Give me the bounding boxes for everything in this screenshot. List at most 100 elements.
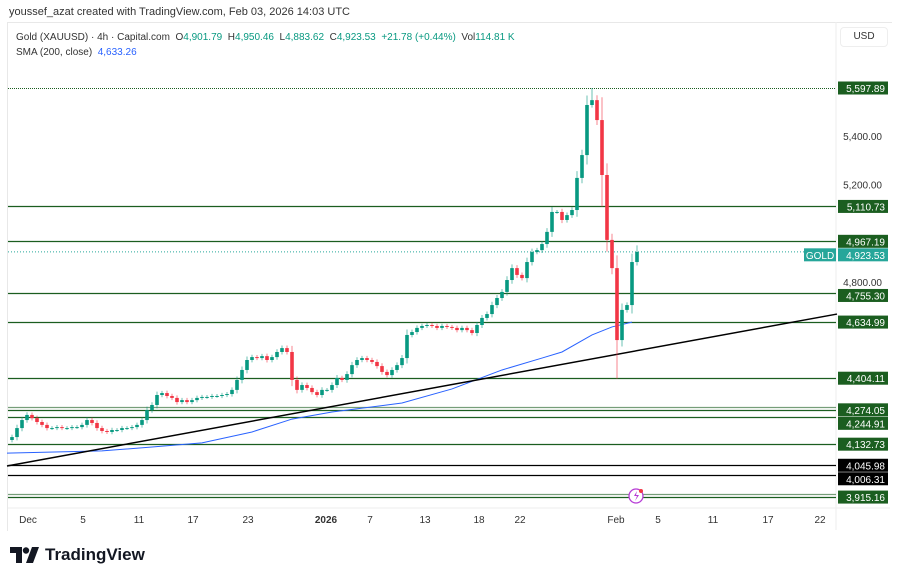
- price-level-label: 5,110.73: [847, 202, 886, 213]
- symbol-label[interactable]: Gold (XAUUSD) · 4h · Capital.com: [16, 32, 170, 43]
- candle-body: [15, 428, 19, 438]
- candle-body: [620, 309, 624, 341]
- price-level-label: 4,274.05: [846, 406, 885, 417]
- candle-body: [270, 357, 274, 361]
- candle-body: [40, 421, 44, 425]
- candle-body: [285, 348, 289, 352]
- price-level-label: 4,006.31: [846, 475, 885, 486]
- candle-body: [95, 422, 99, 429]
- candle-body: [75, 427, 79, 429]
- time-tick-label: Feb: [607, 515, 625, 526]
- candle-body: [565, 215, 569, 220]
- candle-body: [545, 231, 549, 245]
- candle-body: [30, 414, 34, 419]
- time-tick-label: 2026: [315, 515, 338, 526]
- candle-body: [560, 211, 564, 220]
- candle-body: [55, 427, 59, 429]
- candle-body: [405, 334, 409, 359]
- candle-body: [465, 327, 469, 331]
- candle-body: [605, 175, 609, 240]
- time-tick-label: 11: [134, 515, 145, 526]
- close-label: C: [329, 32, 337, 43]
- event-dot: [639, 489, 643, 493]
- candle-body: [365, 358, 369, 361]
- sma-label[interactable]: SMA (200, close): [16, 47, 93, 58]
- currency-button[interactable]: USD: [840, 27, 888, 47]
- candle-body: [430, 324, 434, 326]
- last-price-label: 4,923.53: [846, 251, 885, 262]
- price-level-label-bg: [838, 81, 888, 95]
- price-level-label-bg: [838, 472, 888, 486]
- price-level-label: 4,045.98: [846, 461, 885, 472]
- time-tick-label: 5: [655, 515, 661, 526]
- candle-body: [390, 369, 394, 376]
- candle-body: [175, 397, 179, 403]
- candle-body: [45, 424, 49, 429]
- symbol-tag: GOLD: [806, 251, 834, 262]
- candle-body: [480, 317, 484, 325]
- price-tick-label: 5,400.00: [843, 132, 882, 143]
- candle-body: [260, 356, 264, 359]
- candle-body: [475, 324, 479, 334]
- candle-body: [195, 397, 199, 401]
- candle-body: [630, 262, 634, 306]
- candle-body: [280, 348, 284, 352]
- candle-body: [165, 393, 169, 396]
- candle-body: [60, 427, 64, 429]
- brand-name: TradingView: [45, 545, 145, 564]
- time-tick-label: 17: [187, 515, 199, 526]
- candle-body: [375, 361, 379, 367]
- tradingview-logo[interactable]: TradingView: [10, 545, 145, 565]
- candle-body: [220, 395, 224, 397]
- candle-body: [300, 385, 304, 390]
- price-level-label: 4,634.99: [846, 318, 885, 329]
- price-level-label: 3,915.16: [846, 493, 885, 504]
- candle-body: [330, 385, 334, 390]
- candle-body: [190, 400, 194, 403]
- candle-body: [460, 327, 464, 331]
- high-value: 4,950.46: [235, 32, 274, 43]
- candle-body: [320, 389, 324, 396]
- candle-body: [370, 360, 374, 362]
- volume-value: 114.81 K: [475, 32, 515, 43]
- candle-body: [185, 400, 189, 403]
- candle-body: [570, 210, 574, 216]
- candle-body: [295, 379, 299, 390]
- candle-body: [415, 327, 419, 333]
- candle-body: [455, 327, 459, 331]
- candle-body: [440, 325, 444, 328]
- price-tick-label: 4,800.00: [843, 278, 882, 289]
- price-level-label-bg: [838, 437, 888, 451]
- price-level-label-bg: [838, 403, 888, 417]
- time-tick-label: 17: [762, 515, 774, 526]
- candle-body: [505, 280, 509, 292]
- candle-body: [490, 305, 494, 315]
- trendline: [6, 313, 838, 467]
- candle-body: [90, 420, 94, 423]
- time-tick-label: 7: [367, 515, 373, 526]
- price-level-label-bg: [838, 315, 888, 329]
- time-tick-label: 5: [80, 515, 86, 526]
- price-level-label-bg: [838, 199, 888, 213]
- candle-body: [385, 371, 389, 376]
- candle-body: [595, 100, 599, 121]
- candle-body: [70, 427, 74, 429]
- candle-body: [360, 358, 364, 361]
- candle-body: [315, 392, 319, 396]
- candle-body: [485, 314, 489, 318]
- candle-body: [425, 324, 429, 326]
- candle-body: [215, 395, 219, 397]
- open-label: O: [175, 32, 184, 43]
- price-level-label: 5,597.89: [846, 84, 885, 95]
- candle-body: [410, 332, 414, 335]
- candle-body: [530, 252, 534, 263]
- candle-body: [240, 369, 244, 380]
- open-value: 4,901.79: [183, 32, 223, 43]
- time-tick-label: 22: [514, 515, 526, 526]
- high-label: H: [227, 32, 236, 43]
- low-value: 4,883.62: [285, 32, 325, 43]
- time-tick-label: 13: [419, 515, 431, 526]
- sma-row: SMA (200, close) 4,633.26: [16, 45, 515, 60]
- candle-body: [585, 104, 589, 156]
